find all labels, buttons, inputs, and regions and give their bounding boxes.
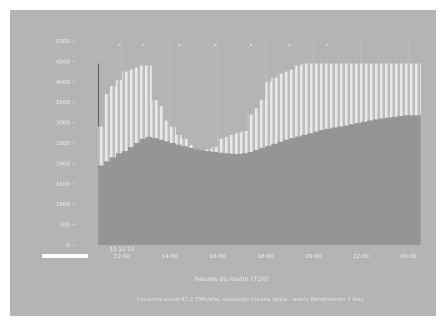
y-tick-label: 2000 bbox=[56, 161, 70, 167]
y-tick-mark bbox=[73, 122, 75, 124]
y-tick-mark bbox=[73, 183, 75, 185]
y-tick-label: 4000 bbox=[56, 80, 70, 86]
y-tick-mark bbox=[73, 244, 75, 246]
series-area-1 bbox=[98, 115, 421, 245]
x-sub-label: 11 12 13 bbox=[110, 247, 135, 253]
y-tick-mark bbox=[73, 142, 75, 144]
top-tick bbox=[118, 44, 121, 46]
y-tick-label: 3000 bbox=[56, 121, 70, 127]
area-chart: 0 500 1000 1500 2000 2500 3000 3500 4000 4500 5000… bbox=[42, 38, 421, 303]
chart-caption: Consumo anual 47.2 TWh/año, evolución ho… bbox=[137, 296, 364, 303]
x-axis-title: heures du matin (TUV) bbox=[195, 275, 269, 283]
x-tick-label: 18:00 bbox=[257, 254, 273, 260]
legend-swatch bbox=[42, 254, 88, 258]
x-tick-label: 22:00 bbox=[353, 254, 369, 260]
x-tick-label: 14:00 bbox=[162, 254, 178, 260]
y-tick-label: 500 bbox=[60, 223, 71, 229]
labels: heures du matin (TUV) Consumo anual 47.2… bbox=[110, 247, 418, 303]
y-tick-mark bbox=[73, 60, 75, 62]
y-tick-mark bbox=[73, 162, 75, 164]
x-tick-label: 00:00 bbox=[401, 254, 417, 260]
x-tick-label: 12:00 bbox=[114, 254, 130, 260]
top-tick bbox=[288, 44, 291, 46]
y-tick-mark bbox=[73, 203, 75, 205]
top-tick bbox=[250, 44, 253, 46]
y-tick-label: 5000 bbox=[56, 39, 70, 45]
y-tick-label: 3500 bbox=[56, 100, 70, 106]
x-tick-label: 20:00 bbox=[305, 254, 321, 260]
y-tick-label: 2500 bbox=[56, 141, 70, 147]
top-tick bbox=[326, 44, 329, 46]
y-tick-mark bbox=[73, 81, 75, 83]
top-tick bbox=[214, 44, 217, 46]
x-tick-label: 16:00 bbox=[210, 254, 226, 260]
top-tick bbox=[142, 44, 145, 46]
y-tick-mark bbox=[73, 40, 75, 42]
y-tick-label: 1500 bbox=[56, 182, 70, 188]
axes: 0 500 1000 1500 2000 2500 3000 3500 4000 4500 5000 bbox=[42, 39, 329, 258]
y-tick-label: 0 bbox=[67, 243, 71, 249]
top-tick bbox=[178, 44, 181, 46]
chart-panel: 0 500 1000 1500 2000 2500 3000 3500 4000 4500 5000… bbox=[10, 10, 436, 316]
y-tick-mark bbox=[73, 224, 75, 226]
series-layer bbox=[98, 63, 421, 245]
y-tick-mark bbox=[73, 101, 75, 103]
y-tick-label: 4500 bbox=[56, 59, 70, 65]
y-tick-label: 1000 bbox=[56, 202, 70, 208]
